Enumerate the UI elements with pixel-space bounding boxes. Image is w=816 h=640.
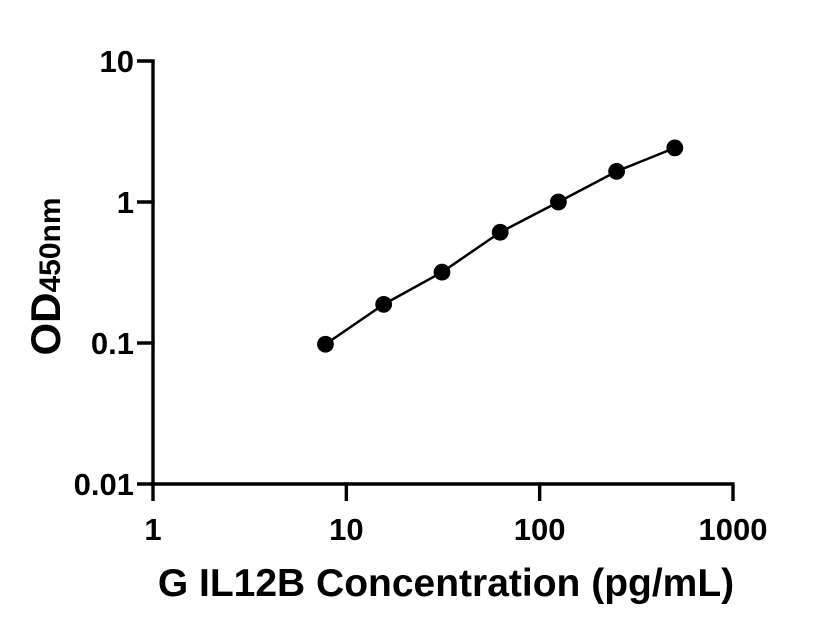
data-point xyxy=(608,162,626,180)
data-series xyxy=(317,139,684,353)
y-axis-title: OD450nm xyxy=(22,197,69,355)
y-tick-label: 0.1 xyxy=(91,326,134,361)
data-point xyxy=(375,295,393,313)
data-point xyxy=(433,263,451,281)
y-axis-title-main: OD xyxy=(22,293,69,356)
y-axis-tick-labels: 0.01 0.1 1 10 xyxy=(74,44,134,502)
x-axis-tick-labels: 1 10 100 1000 xyxy=(144,512,767,547)
data-point xyxy=(666,139,684,157)
y-tick-label: 10 xyxy=(100,44,134,79)
x-tick-label: 100 xyxy=(514,512,566,547)
x-tick-label: 1 xyxy=(144,512,161,547)
data-point xyxy=(550,193,567,211)
y-axis-title-subscript: 450nm xyxy=(34,197,67,292)
y-tick-label: 1 xyxy=(117,185,134,220)
data-point xyxy=(491,223,509,241)
x-tick-label: 1000 xyxy=(699,512,768,547)
x-tick-label: 10 xyxy=(329,512,363,547)
x-axis-ticks xyxy=(151,482,735,501)
y-tick-label: 0.01 xyxy=(74,467,134,502)
data-point xyxy=(317,335,334,353)
x-axis-title: G IL12B Concentration (pg/mL) xyxy=(158,562,734,605)
